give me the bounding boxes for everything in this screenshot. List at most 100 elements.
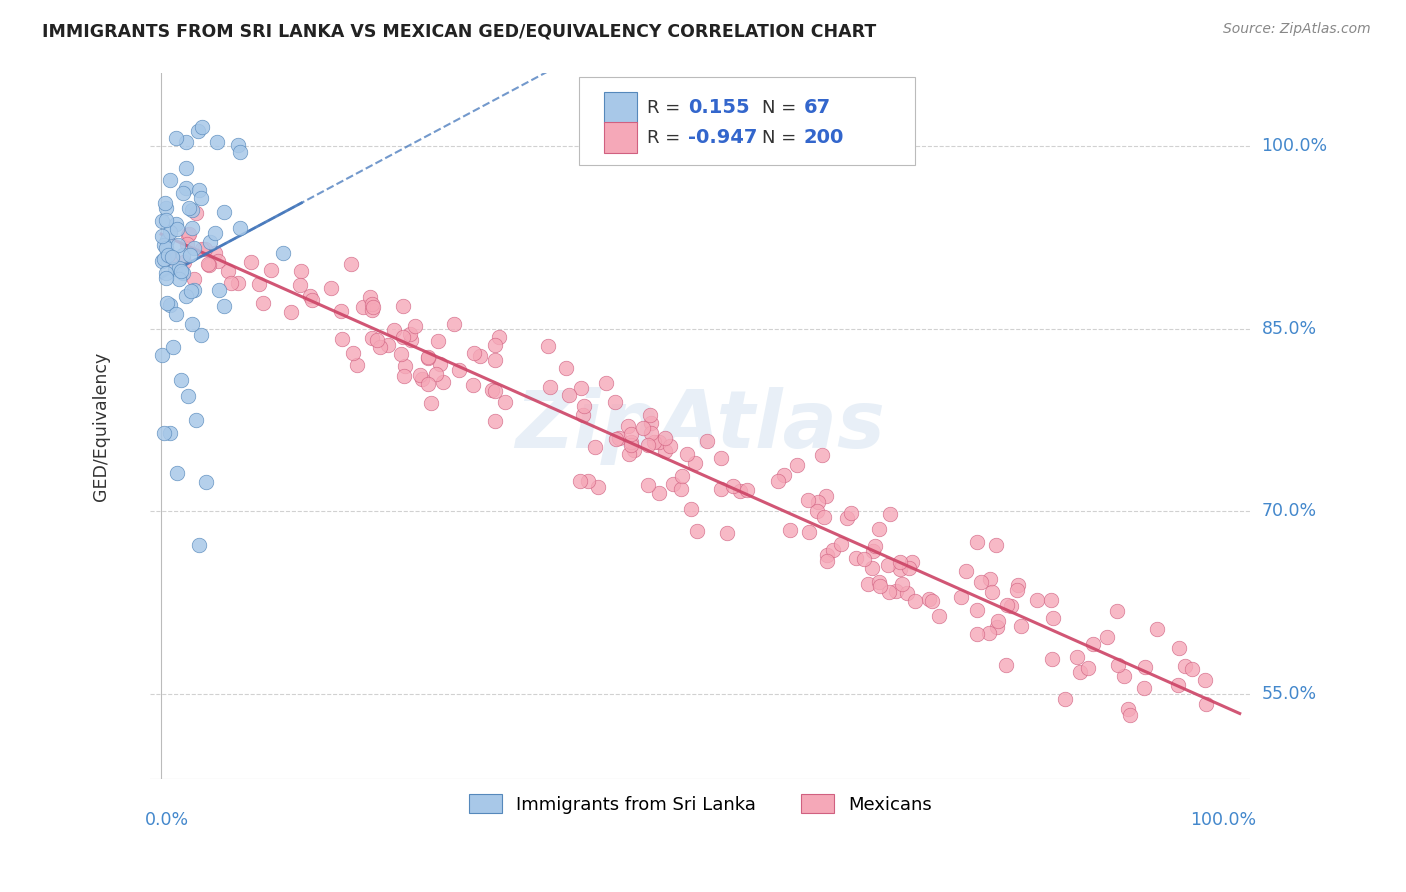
Point [197,258,219,272]
Point [392,330,415,344]
Point [654,444,676,458]
Point [342,346,364,360]
Point [648,486,671,500]
Point [583,440,606,454]
Point [609,431,631,445]
Point [807,495,830,509]
Point [177,201,200,215]
Point [1000,599,1022,613]
Point [773,468,796,483]
Point [301,293,323,308]
Point [299,289,322,303]
Point [217,264,239,278]
Point [207,284,229,298]
Text: 0.155: 0.155 [689,98,749,117]
Point [153,196,176,211]
Point [152,252,174,267]
Point [167,272,190,286]
Point [494,394,516,409]
Point [984,538,1007,552]
Point [176,236,198,251]
Point [346,359,368,373]
Point [180,317,202,331]
Text: 100.0%: 100.0% [1189,811,1256,829]
Point [868,522,890,536]
Point [166,466,188,480]
Point [1077,661,1099,675]
Point [165,307,187,321]
Point [239,255,262,269]
Point [219,276,242,290]
Point [425,367,447,381]
Point [966,535,988,549]
Point [488,330,510,344]
Point [352,300,374,314]
Point [856,577,879,591]
Point [172,248,194,262]
Point [1168,641,1191,656]
Point [190,120,212,135]
Point [319,281,342,295]
Point [416,351,439,365]
Point [157,248,180,262]
Point [156,296,179,310]
Point [1116,702,1139,716]
Text: 200: 200 [804,128,844,147]
Point [176,289,198,303]
Point [443,317,465,331]
Point [1053,692,1076,706]
Point [229,221,252,235]
Point [409,368,432,383]
Point [188,538,211,552]
Point [799,525,821,540]
Point [155,233,177,247]
Point [986,620,1008,634]
Point [1146,622,1168,636]
Point [166,237,188,252]
Point [860,561,883,575]
Point [170,374,193,388]
Point [481,384,503,398]
Text: 85.0%: 85.0% [1261,319,1317,337]
FancyBboxPatch shape [579,77,915,165]
Point [366,333,388,347]
Point [845,551,868,566]
Point [190,191,212,205]
Text: 0.0%: 0.0% [145,811,188,829]
Point [190,328,212,343]
Point [181,220,204,235]
Point [877,585,900,599]
Point [928,609,950,624]
Point [1042,611,1064,625]
Point [686,524,709,538]
Point [966,603,988,617]
Point [638,408,661,422]
Point [696,434,718,448]
Point [179,227,201,242]
Point [1040,652,1063,666]
Point [654,431,676,445]
Point [411,372,433,386]
Text: N =: N = [762,99,796,117]
Point [901,555,924,569]
Point [987,614,1010,628]
Point [1069,665,1091,680]
Point [811,448,834,462]
Point [675,447,697,461]
Point [360,302,382,317]
Point [658,439,681,453]
Point [205,135,228,149]
Point [648,435,671,450]
Text: GED/Equivalency: GED/Equivalency [91,351,110,500]
Point [981,585,1004,599]
Point [155,213,177,227]
Point [1114,669,1136,683]
Point [955,564,977,578]
Point [869,579,891,593]
Point [1119,707,1142,722]
Point [165,130,187,145]
Point [484,353,506,368]
Point [204,245,226,260]
Point [184,205,207,219]
Point [207,253,229,268]
